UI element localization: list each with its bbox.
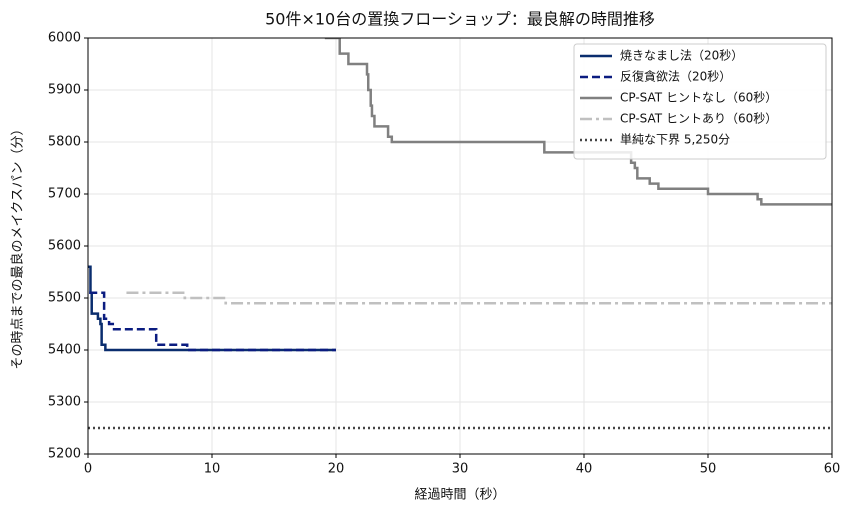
y-tick-label: 5800 — [48, 135, 81, 150]
series-line — [126, 291, 832, 305]
legend-label: CP-SAT ヒントあり（60秒） — [620, 112, 777, 126]
plot-frame — [87, 37, 833, 455]
legend-label: CP-SAT ヒントなし（60秒） — [620, 91, 777, 105]
y-tick-label: 5700 — [48, 187, 81, 202]
y-tick-label: 5300 — [48, 395, 81, 410]
chart-title: 50件×10台の置換フローショップ：最良解の時間推移 — [265, 10, 655, 29]
x-tick-label: 10 — [204, 462, 221, 477]
x-axis-label: 経過時間（秒） — [414, 488, 505, 503]
x-tick-label: 50 — [700, 462, 717, 477]
legend-label: 反復貪欲法（20秒） — [620, 69, 731, 84]
legend-label: 焼きなまし法（20秒） — [620, 49, 743, 63]
y-tick-label: 5600 — [48, 239, 81, 254]
x-tick-label: 30 — [452, 462, 469, 477]
y-axis-label: その時点までの最良のメイクスパン（分） — [10, 122, 26, 369]
series-line — [324, 38, 832, 206]
series-line — [89, 291, 336, 352]
y-tick-label: 5200 — [48, 447, 81, 462]
x-tick-label: 0 — [84, 462, 92, 477]
legend-label: 単純な下界 5,250分 — [620, 133, 730, 147]
y-tick-label: 6000 — [48, 31, 81, 46]
x-tick-label: 20 — [328, 462, 345, 477]
x-tick-label: 40 — [576, 462, 593, 477]
y-tick-label: 5900 — [48, 83, 81, 98]
legend-box — [573, 43, 827, 160]
plot-lines — [88, 38, 832, 430]
y-tick-label: 5400 — [48, 343, 81, 358]
x-tick-label: 60 — [824, 462, 841, 477]
y-tick-label: 5500 — [48, 291, 81, 306]
